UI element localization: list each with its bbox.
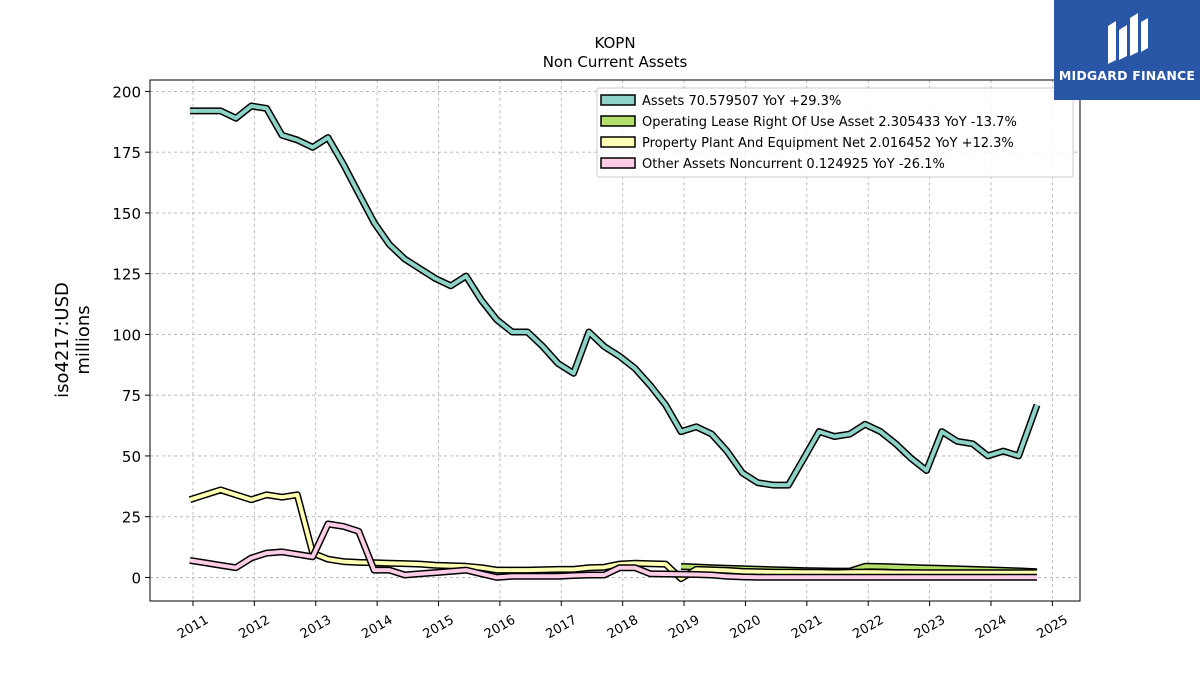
logo-text: MIDGARD FINANCE [1058,68,1196,83]
legend-label: Property Plant And Equipment Net 2.01645… [642,136,1014,151]
x-tick-label: 2012 [237,613,273,643]
chart-subtitle: Non Current Assets [543,53,688,71]
legend-label: Other Assets Noncurrent 0.124925 YoY -26… [642,157,945,172]
y-tick-label: 75 [122,387,141,405]
y-axis-label: iso4217:USD [52,282,73,398]
series-line [189,522,1037,580]
y-tick-label: 25 [122,509,141,527]
legend: Assets 70.579507 YoY +29.3% Operating Lea… [596,87,1074,178]
x-tick-label: 2011 [175,613,211,643]
legend-label: Operating Lease Right Of Use Asset 2.305… [642,115,1017,130]
x-tick-label: 2014 [359,613,395,643]
chart-title: KOPN [594,34,635,52]
logo-mark-icon [1108,13,1148,64]
legend-swatch [600,94,636,106]
y-tick-label: 125 [112,266,141,284]
x-tick-label: 2025 [1035,613,1071,643]
y-tick-label: 150 [112,205,141,223]
y-tick-label: 200 [112,83,141,101]
x-tick-label: 2015 [421,613,457,643]
y-axis-label-units: millions [73,305,94,374]
x-tick-label: 2018 [605,613,641,643]
series-line [189,104,1039,488]
midgard-finance-logo: MIDGARD FINANCE [1054,0,1200,100]
y-tick-label: 100 [112,326,141,344]
legend-swatch [600,115,636,127]
legend-swatch [600,136,636,148]
legend-box [596,87,1074,178]
x-tick-label: 2024 [973,613,1009,643]
x-tick-label: 2020 [728,613,764,643]
legend-swatch [600,157,636,169]
y-tick-label: 175 [112,144,141,162]
plot-frame [149,79,1081,602]
series-line [189,487,1038,581]
legend-label: Assets 70.579507 YoY +29.3% [642,94,841,109]
x-axis: 2011 2012 2013 2014 2015 2016 2017 2018 2019 2020… [175,601,1071,642]
y-axis: 0 25 50 75 100 125 150 175 200 [112,83,150,587]
x-tick-label: 2022 [850,613,886,643]
y-tick-label: 50 [122,448,141,466]
x-tick-label: 2021 [789,613,825,643]
x-tick-label: 2016 [482,613,518,643]
x-tick-label: 2019 [666,613,702,643]
x-tick-label: 2017 [543,613,579,643]
y-tick-label: 0 [131,569,141,587]
series-lines [188,102,1041,583]
x-tick-label: 2023 [912,613,948,643]
x-tick-label: 2013 [298,613,334,643]
